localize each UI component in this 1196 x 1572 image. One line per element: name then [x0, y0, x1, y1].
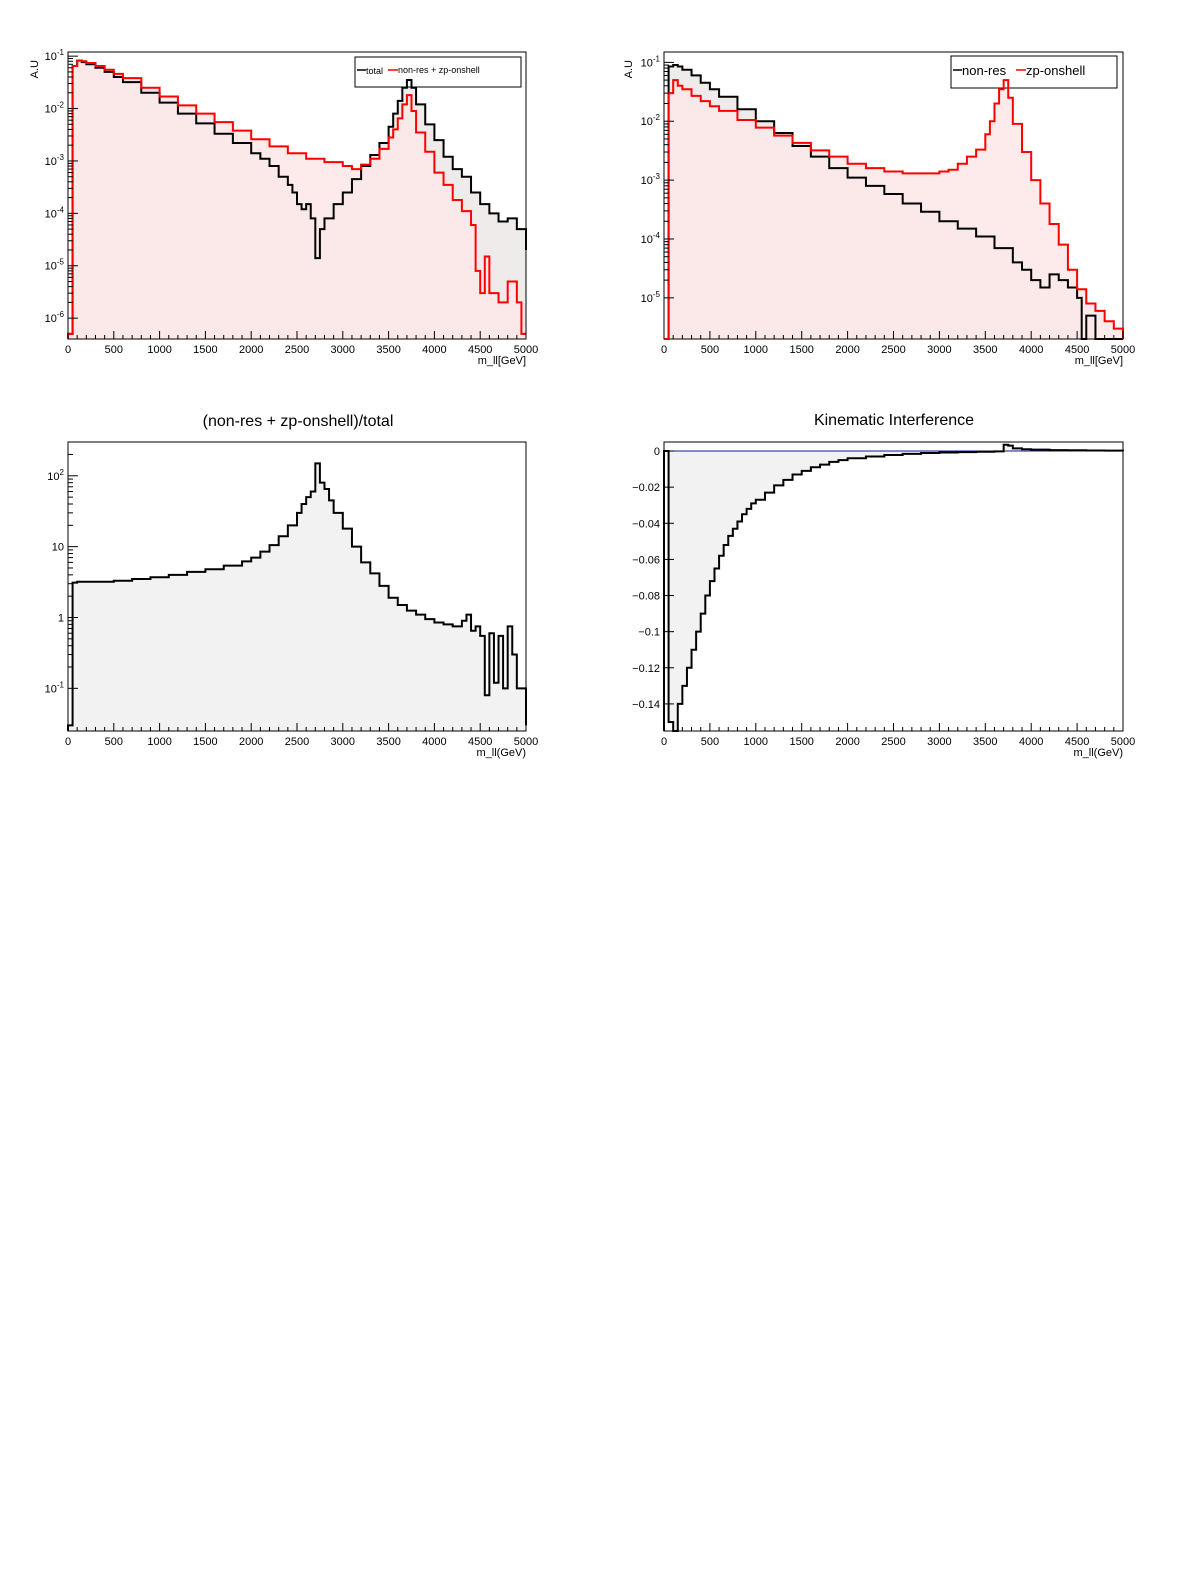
legend-label-non-res: non-res [962, 63, 1007, 78]
x-axis-title: m_ll(GeV) [1073, 747, 1123, 759]
x-tick-label: 1000 [147, 736, 171, 748]
x-tick-label: 4000 [422, 344, 446, 356]
legend: total non-res + zp-onshell [354, 56, 522, 88]
x-tick-label: 4500 [1065, 736, 1089, 748]
x-tick-label: 5000 [1111, 344, 1135, 356]
x-tick-label: 1000 [744, 344, 768, 356]
y-tick-label: −0.04 [632, 518, 660, 530]
x-tick-label: 3000 [331, 344, 355, 356]
x-tick-label: 3000 [927, 736, 951, 748]
x-tick-label: 3000 [927, 344, 951, 356]
y-tick-label: 10-4 [641, 231, 661, 246]
x-tick-label: 2500 [881, 344, 905, 356]
y-tick-label: 10-6 [45, 310, 65, 325]
series-line [67, 462, 527, 731]
y-axis-title: A.U [623, 60, 635, 78]
x-tick-label: 0 [65, 344, 71, 356]
x-tick-label: 500 [701, 344, 719, 356]
legend-label-total: total [366, 66, 383, 76]
series-line [67, 59, 527, 339]
series-line [664, 64, 1123, 340]
x-tick-label: 3500 [973, 344, 997, 356]
x-tick-label: 1000 [744, 736, 768, 748]
x-tick-label: 1500 [789, 344, 813, 356]
x-tick-label: 1000 [147, 344, 171, 356]
x-tick-label: 2000 [239, 736, 263, 748]
x-tick-label: 500 [105, 736, 123, 748]
x-tick-label: 4500 [468, 736, 492, 748]
legend-label-sum: non-res + zp-onshell [398, 65, 480, 75]
y-tick-label: −0.1 [638, 627, 660, 639]
plot-title: (non-res + zp-onshell)/total [203, 413, 394, 430]
y-tick-label: 10-2 [641, 113, 661, 128]
x-tick-label: 5000 [514, 736, 538, 748]
legend-box [354, 56, 522, 88]
x-tick-label: 0 [65, 736, 71, 748]
panel-components: A.U m_ll[GeV] non-res zp-onshell 0 500 100… [623, 51, 1135, 367]
x-tick-label: 4500 [1065, 344, 1089, 356]
y-tick-label: 10-3 [641, 172, 661, 187]
x-tick-label: 2500 [881, 736, 905, 748]
y-tick-label: 0 [654, 446, 660, 458]
y-axis-title: A.U [29, 60, 41, 78]
x-axis-title: m_ll[GeV] [478, 355, 526, 367]
panel-kinematic-interference: Kinematic Interference m_ll(GeV) 0 500 100… [632, 412, 1135, 759]
y-tick-label: 102 [47, 468, 64, 483]
y-tick-label: 10-2 [45, 101, 65, 116]
x-tick-label: 0 [661, 736, 667, 748]
y-tick-label: −0.12 [632, 663, 660, 675]
x-tick-label: 4000 [422, 736, 446, 748]
x-tick-label: 2500 [285, 736, 309, 748]
y-tick-label: 10-1 [641, 54, 661, 69]
x-tick-label: 3500 [973, 736, 997, 748]
panel-ratio: (non-res + zp-onshell)/total m_ll(GeV) 0… [45, 413, 539, 759]
x-tick-label: 5000 [514, 344, 538, 356]
legend-box [950, 55, 1118, 89]
x-axis-title: m_ll[GeV] [1075, 355, 1123, 367]
x-tick-label: 4000 [1019, 736, 1043, 748]
y-tick-label: 10-3 [45, 153, 65, 168]
x-tick-label: 5000 [1111, 736, 1135, 748]
x-axis-title: m_ll(GeV) [476, 747, 526, 759]
x-tick-label: 1500 [193, 736, 217, 748]
x-tick-label: 1500 [193, 344, 217, 356]
x-tick-label: 500 [105, 344, 123, 356]
y-tick-label: 10-1 [45, 48, 65, 63]
series-line [67, 59, 526, 339]
legend-label-zp-onshell: zp-onshell [1026, 63, 1085, 78]
x-tick-label: 0 [661, 344, 667, 356]
series-fill [68, 463, 526, 731]
series-fill [664, 444, 1123, 731]
x-tick-label: 1500 [789, 736, 813, 748]
panel-total-vs-sum: A.U m_ll[GeV] total non-res + zp-onshell… [29, 48, 538, 367]
y-tick-label: 10-1 [45, 680, 65, 695]
y-tick-label: −0.14 [632, 699, 660, 711]
x-tick-label: 2000 [835, 344, 859, 356]
x-tick-label: 4500 [468, 344, 492, 356]
y-tick-label: 10 [52, 542, 64, 554]
x-tick-label: 4000 [1019, 344, 1043, 356]
plot-title: Kinematic Interference [814, 412, 974, 429]
x-tick-label: 2000 [239, 344, 263, 356]
x-tick-label: 3000 [331, 736, 355, 748]
series-line [663, 443, 1124, 732]
y-tick-label: 10-4 [45, 205, 65, 220]
legend: non-res zp-onshell [950, 55, 1118, 89]
y-tick-label: −0.02 [632, 482, 660, 494]
y-tick-label: −0.06 [632, 554, 660, 566]
x-tick-label: 500 [701, 736, 719, 748]
x-tick-label: 2000 [835, 736, 859, 748]
series-line [664, 79, 1124, 340]
y-tick-label: −0.08 [632, 591, 660, 603]
y-tick-label: 1 [58, 612, 64, 624]
x-tick-label: 3500 [376, 736, 400, 748]
x-tick-label: 2500 [285, 344, 309, 356]
series-fill [664, 80, 1123, 340]
y-tick-label: 10-5 [45, 258, 65, 273]
y-tick-label: 10-5 [641, 290, 661, 305]
x-tick-label: 3500 [376, 344, 400, 356]
